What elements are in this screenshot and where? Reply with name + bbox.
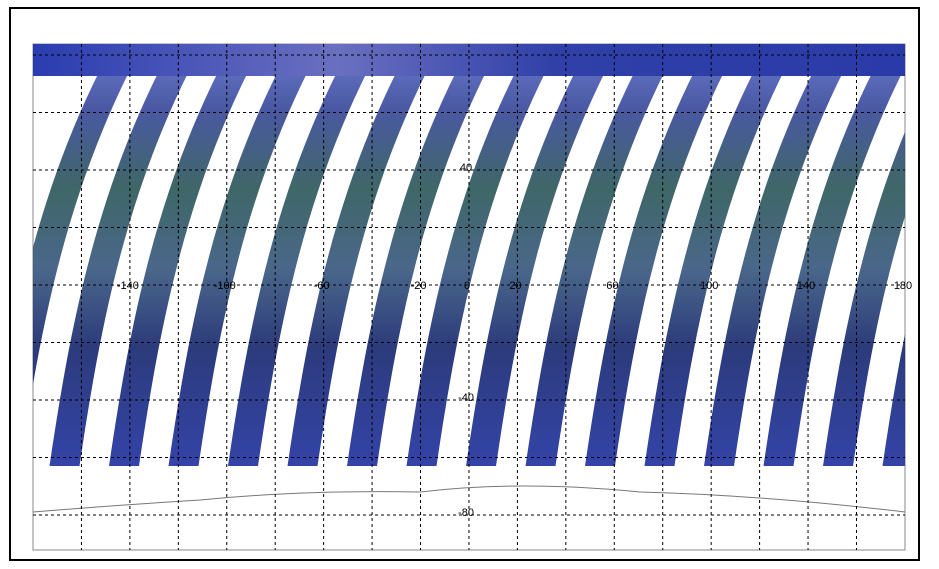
- swath: [406, 70, 547, 466]
- lon-label: -60: [314, 280, 330, 292]
- lat-label: 40: [460, 162, 472, 174]
- swath: [109, 70, 249, 466]
- lon-label: 140: [797, 280, 815, 292]
- lon-label: -140: [117, 280, 139, 292]
- lon-label: 100: [700, 280, 718, 292]
- swath: [644, 70, 785, 466]
- swath: [823, 131, 905, 466]
- lon-label: -20: [411, 280, 427, 292]
- lat-label: -80: [458, 507, 474, 519]
- swath: [49, 70, 190, 466]
- lon-label: 0: [464, 280, 470, 292]
- swath: [228, 70, 368, 466]
- swath: [525, 70, 666, 466]
- labels: -140 -100 -60 -20 0 20 60 100 140 180 40 -40 -80: [117, 162, 912, 519]
- swath: [347, 70, 487, 466]
- outer-frame: [9, 7, 920, 561]
- lat-label: -40: [458, 392, 474, 404]
- lon-label: -100: [214, 280, 236, 292]
- lon-label: 60: [606, 280, 618, 292]
- swath: [168, 70, 309, 466]
- swath: [585, 70, 725, 466]
- swath: [704, 70, 844, 466]
- swath: [287, 70, 428, 466]
- antarctica-coast: [32, 485, 906, 513]
- swath: [466, 70, 606, 466]
- grid: [33, 44, 905, 550]
- swath: [763, 70, 904, 466]
- lon-label: 180: [894, 280, 912, 292]
- polar-band: [33, 44, 905, 76]
- swaths: [33, 70, 905, 466]
- lon-label: 20: [509, 280, 521, 292]
